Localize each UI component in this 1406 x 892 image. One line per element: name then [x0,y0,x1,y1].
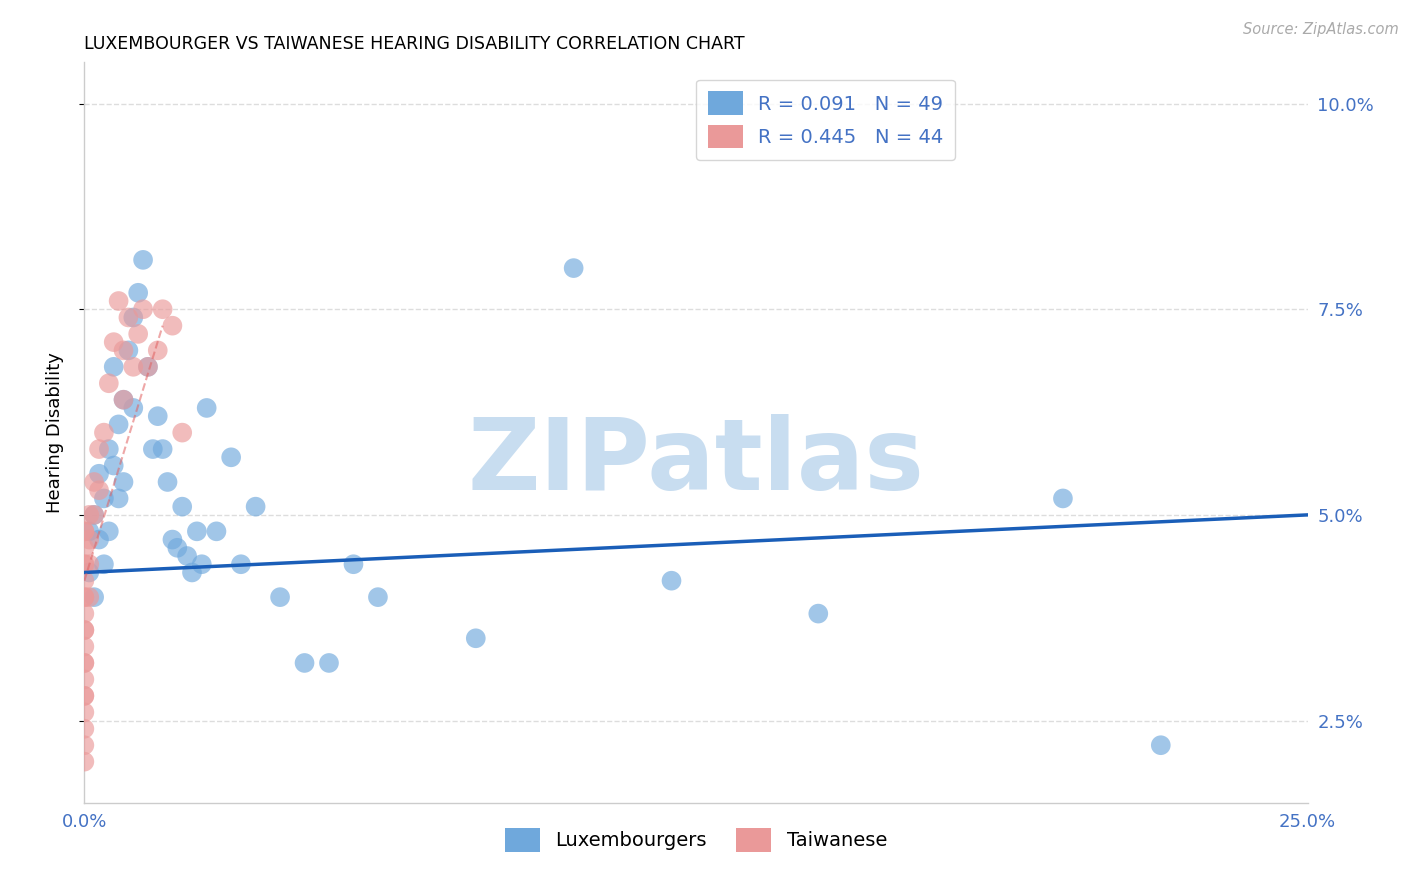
Point [464,632,486,646]
Point [77,558,100,572]
Point [367,590,389,604]
Point [73,541,96,555]
Point [166,541,188,555]
Point [73,656,96,670]
Point [73,558,96,572]
Point [146,409,169,424]
Point [77,508,100,522]
Point [87,442,110,456]
Point [83,475,105,489]
Point [103,335,125,350]
Point [77,590,100,604]
Point [87,533,110,547]
Point [195,401,218,415]
Point [97,442,120,456]
Point [117,343,139,358]
Point [229,558,252,572]
Point [93,425,115,440]
Point [83,508,105,522]
Point [87,483,110,498]
Point [103,359,125,374]
Point [77,566,100,580]
Legend: Luxembourgers, Taiwanese: Luxembourgers, Taiwanese [498,821,894,860]
Point [127,285,149,300]
Point [73,706,96,720]
Y-axis label: Hearing Disability: Hearing Disability [45,352,63,513]
Point [73,673,96,687]
Point [83,590,105,604]
Point [73,590,96,604]
Point [97,524,120,539]
Point [112,475,135,489]
Point [1150,738,1173,752]
Point [73,738,96,752]
Point [191,558,214,572]
Point [318,656,340,670]
Point [136,359,159,374]
Point [73,640,96,654]
Point [73,524,96,539]
Point [73,623,96,637]
Point [73,755,96,769]
Point [294,656,316,670]
Point [112,392,135,407]
Point [186,524,208,539]
Point [87,467,110,481]
Point [146,343,169,358]
Point [142,442,165,456]
Text: ZIPatlas: ZIPatlas [468,414,924,511]
Point [245,500,267,514]
Point [73,689,96,703]
Point [107,293,129,308]
Point [807,607,830,621]
Point [73,607,96,621]
Point [77,524,100,539]
Point [93,491,115,506]
Point [176,549,198,563]
Point [112,392,135,407]
Point [122,359,145,374]
Point [93,558,115,572]
Point [181,566,204,580]
Point [1052,491,1074,506]
Point [152,302,174,317]
Point [103,458,125,473]
Point [122,401,145,415]
Point [342,558,364,572]
Point [661,574,683,588]
Point [172,425,194,440]
Point [73,722,96,736]
Point [73,590,96,604]
Point [97,376,120,391]
Point [152,442,174,456]
Point [132,252,155,267]
Point [73,689,96,703]
Point [162,533,184,547]
Point [83,508,105,522]
Point [73,524,96,539]
Point [562,261,585,276]
Point [219,450,242,465]
Point [156,475,179,489]
Point [77,533,100,547]
Point [127,326,149,341]
Point [73,574,96,588]
Point [73,558,96,572]
Point [136,359,159,374]
Point [205,524,228,539]
Point [107,491,129,506]
Point [162,318,184,333]
Point [117,310,139,325]
Point [73,623,96,637]
Point [73,656,96,670]
Point [107,417,129,432]
Point [112,343,135,358]
Point [269,590,291,604]
Point [172,500,194,514]
Point [132,302,155,317]
Text: LUXEMBOURGER VS TAIWANESE HEARING DISABILITY CORRELATION CHART: LUXEMBOURGER VS TAIWANESE HEARING DISABI… [84,35,745,53]
Point [122,310,145,325]
Text: Source: ZipAtlas.com: Source: ZipAtlas.com [1243,22,1399,37]
